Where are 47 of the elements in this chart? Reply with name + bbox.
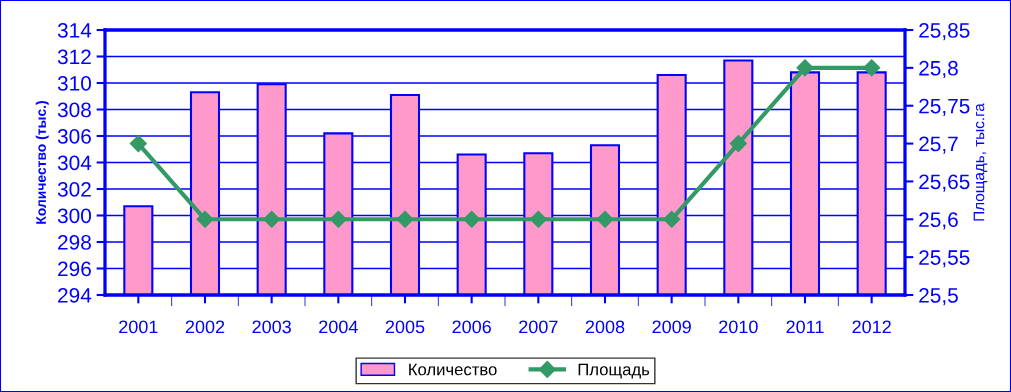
x-tick-label: 2011: [786, 320, 824, 334]
y-tick-label: 306: [57, 129, 91, 144]
y-tick-label: 294: [58, 288, 92, 303]
y2-axis-title: Площадь, тыс.га: [973, 103, 988, 221]
point: [463, 210, 481, 228]
x-tick-label: 2012: [852, 320, 891, 334]
point: [663, 210, 681, 228]
legend-label: Площадь: [578, 363, 650, 379]
y2-tick-label: 25,55: [919, 250, 970, 268]
y2-tick-label: 25,5: [919, 288, 958, 306]
x-tick-label: 2003: [252, 320, 291, 334]
x-tick-label: 2009: [652, 320, 691, 334]
y-tick-label: 314: [57, 23, 92, 38]
y-tick-label: 302: [57, 182, 91, 197]
y-tick-label: 304: [57, 155, 92, 171]
x-tick-label: 2008: [585, 320, 625, 334]
y-tick-label: 310: [57, 76, 91, 91]
x-tick-label: 2005: [385, 320, 425, 334]
x-tick-label: 2002: [185, 320, 225, 334]
point: [263, 210, 281, 228]
x-tick-label: 2004: [319, 320, 358, 334]
x-tick-label: 2001: [119, 320, 158, 334]
y-tick-label: 308: [57, 102, 91, 118]
x-tick-label: 2010: [719, 320, 758, 334]
point: [863, 59, 881, 77]
legend-label: Количество: [409, 363, 497, 376]
y2-tick-label: 25,75: [919, 98, 970, 116]
point: [129, 135, 147, 153]
y-axis-title: Количество (тыс.): [35, 101, 49, 224]
point: [196, 210, 214, 228]
point: [796, 59, 814, 77]
x-tick-label: 2006: [452, 320, 491, 334]
y2-tick-label: 25,7: [919, 136, 958, 154]
y-tick-label: 300: [57, 208, 91, 224]
point: [329, 210, 347, 228]
point: [729, 135, 747, 153]
y2-tick-label: 25,65: [919, 174, 970, 192]
point: [396, 210, 414, 228]
y2-tick-label: 25,85: [919, 23, 970, 41]
y-tick-label: 296: [58, 261, 91, 277]
point: [529, 210, 547, 228]
point: [596, 210, 614, 228]
x-tick-label: 2007: [519, 320, 558, 334]
y-tick-label: 298: [58, 235, 91, 250]
y2-tick-label: 25,6: [919, 212, 958, 230]
y2-tick-label: 25,8: [919, 60, 958, 79]
y-tick-label: 312: [57, 49, 91, 65]
